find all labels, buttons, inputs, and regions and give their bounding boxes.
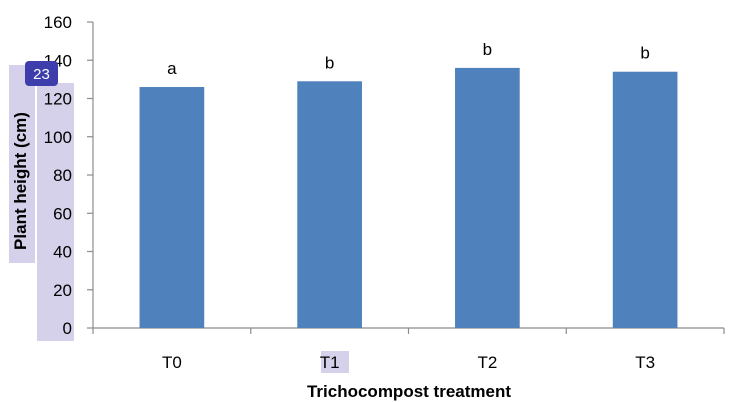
y-tick-label: 80	[53, 166, 72, 185]
y-tick-label: 60	[53, 204, 72, 223]
bar-t0	[139, 87, 205, 329]
badge-background	[25, 61, 58, 86]
category-highlight-t1	[321, 351, 349, 373]
x-tick-marks	[92, 328, 725, 334]
y-tick-label: 120	[44, 90, 72, 109]
significance-label-t1: b	[325, 53, 334, 72]
bars	[139, 67, 678, 329]
bar-t1	[297, 81, 362, 328]
highlight-layer	[9, 65, 349, 373]
category-labels: T0 T1 T2 T3	[162, 353, 655, 372]
category-label-t2: T2	[477, 353, 497, 372]
bar-t3	[612, 71, 678, 328]
category-label-t0: T0	[162, 353, 182, 372]
badge-number: 23	[33, 66, 50, 83]
y-tick-label: 20	[53, 281, 72, 300]
annotation-badge[interactable]: 23	[25, 61, 58, 86]
y-tick-label: 0	[63, 319, 72, 338]
ylabel-highlight	[9, 65, 35, 263]
y-tick-label: 160	[44, 13, 72, 32]
significance-label-t3: b	[640, 44, 649, 63]
significance-label-t2: b	[483, 40, 492, 59]
y-tick-label: 100	[44, 128, 72, 147]
category-label-t3: T3	[635, 353, 655, 372]
significance-labels: a b b b	[167, 40, 650, 78]
x-axis-title: Trichocompost treatment	[307, 382, 511, 401]
y-axis-title: Plant height (cm)	[11, 112, 30, 250]
ytick-highlight-column	[37, 83, 74, 341]
y-tick-marks	[87, 21, 93, 329]
significance-label-t0: a	[167, 59, 177, 78]
y-tick-label: 40	[53, 243, 72, 262]
category-label-t1: T1	[320, 353, 340, 372]
bar-t2	[455, 67, 520, 329]
